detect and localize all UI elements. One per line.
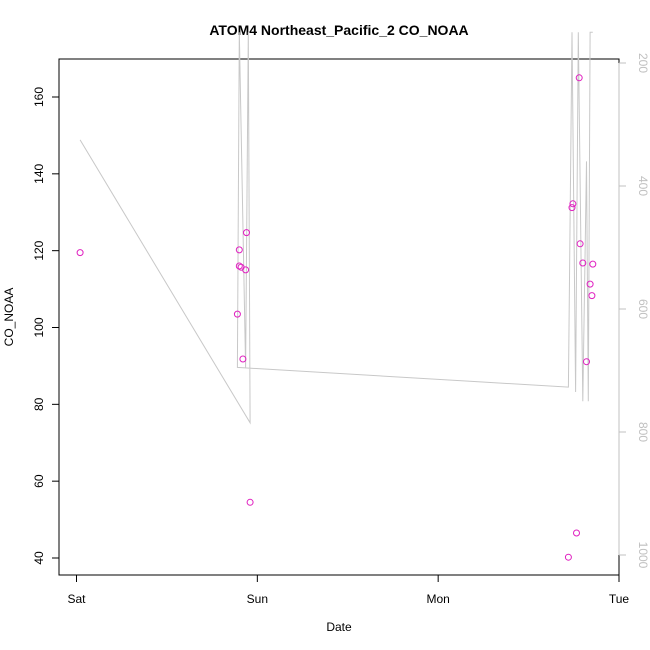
data-point xyxy=(588,292,596,300)
y-tick-label: 60 xyxy=(32,474,46,488)
x-tick-label: Tue xyxy=(609,592,630,606)
y2-tick-label: 600 xyxy=(636,299,650,319)
data-point xyxy=(575,74,583,82)
y2-tick-label: 1000 xyxy=(636,542,650,569)
data-point xyxy=(586,280,594,288)
data-point xyxy=(583,358,590,366)
data-point xyxy=(579,259,587,267)
y2-tick-label: 400 xyxy=(636,176,650,196)
y2-tick-label: 800 xyxy=(636,422,650,442)
data-point xyxy=(237,263,245,271)
data-point xyxy=(589,260,597,268)
y2-tick-label: 200 xyxy=(636,53,650,73)
x-axis: Sat Sun Mon Tue xyxy=(67,574,630,606)
y-tick-label: 100 xyxy=(32,317,46,337)
data-point xyxy=(235,246,243,254)
plot-frame xyxy=(58,58,620,576)
data-point xyxy=(76,249,84,257)
y-tick-label: 120 xyxy=(32,240,46,260)
series-line xyxy=(79,31,593,425)
data-point xyxy=(243,229,250,237)
data-point xyxy=(576,240,584,248)
data-point xyxy=(242,266,250,274)
y2-axis: 200 400 600 800 1000 xyxy=(618,53,650,569)
chart-title: ATOM4 Northeast_Pacific_2 CO_NOAA xyxy=(209,22,468,38)
x-axis-label: Date xyxy=(326,620,352,634)
x-tick-label: Mon xyxy=(426,592,449,606)
y-tick-label: 140 xyxy=(32,164,46,184)
data-point xyxy=(233,310,241,318)
y-tick-label: 40 xyxy=(32,551,46,565)
y-axis-label: CO_NOAA xyxy=(2,288,16,347)
data-point xyxy=(564,553,572,561)
x-tick-label: Sun xyxy=(247,592,268,606)
data-point xyxy=(246,498,254,506)
y-tick-label: 80 xyxy=(32,397,46,411)
series-layer xyxy=(76,31,597,561)
data-point xyxy=(568,204,576,212)
x-tick-label: Sat xyxy=(67,592,86,606)
data-point xyxy=(235,262,243,270)
data-point xyxy=(239,355,247,363)
y-tick-label: 160 xyxy=(32,87,46,107)
y-axis: 40 60 80 100 120 140 160 xyxy=(32,87,60,565)
data-point xyxy=(569,200,577,208)
data-point xyxy=(573,529,580,537)
